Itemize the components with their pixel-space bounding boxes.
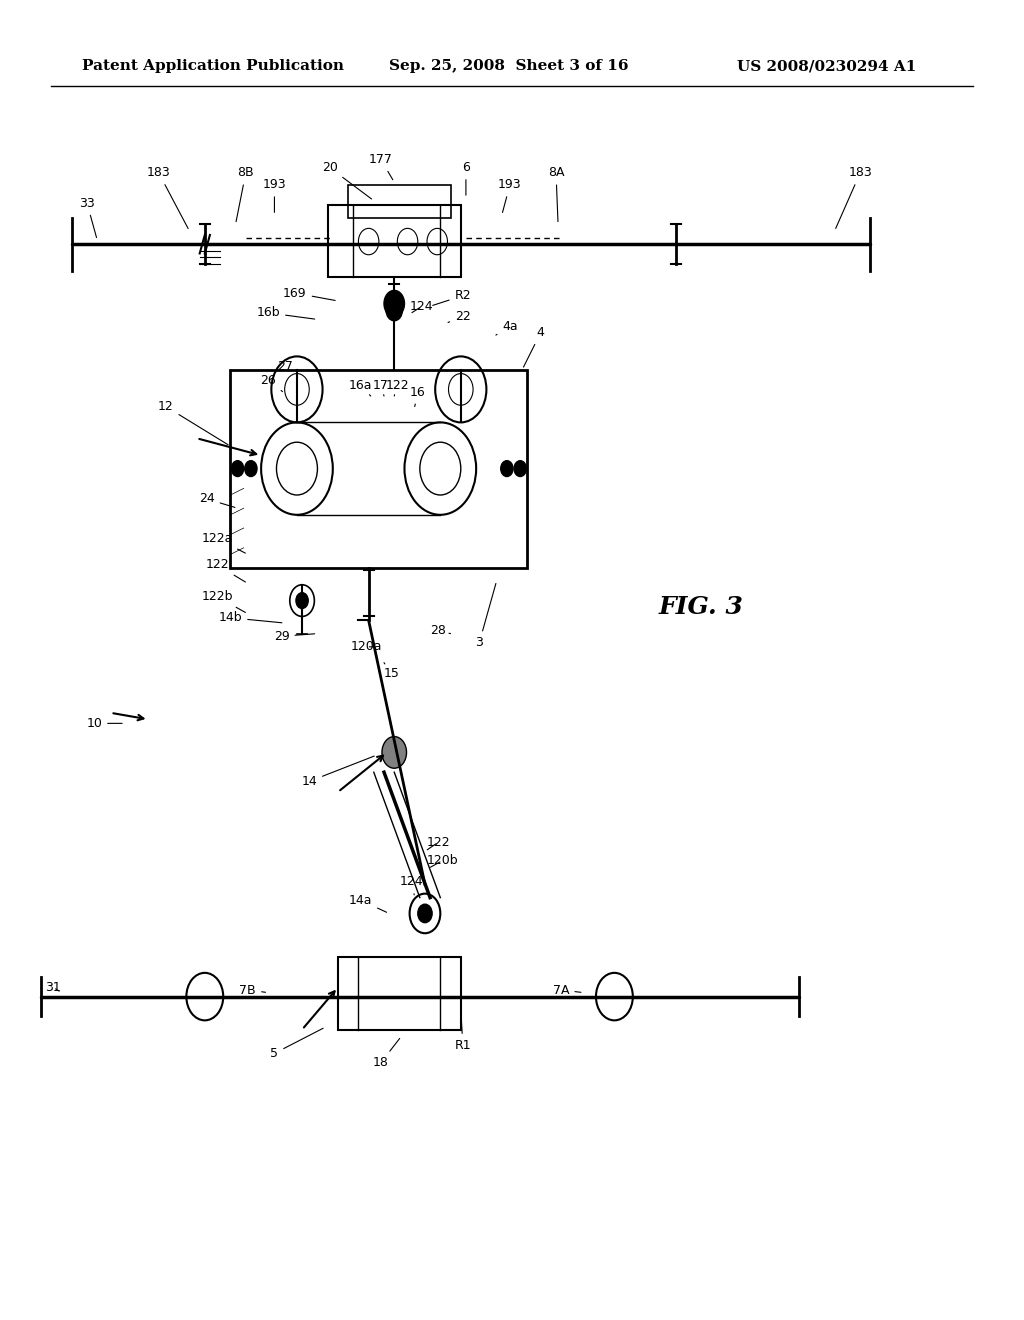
Text: 12: 12 [158,400,228,445]
Text: 14: 14 [301,756,374,788]
Text: FIG. 3: FIG. 3 [659,595,743,619]
Text: 120a: 120a [351,640,382,653]
Circle shape [231,461,244,477]
Text: 122: 122 [385,379,410,396]
Text: Sep. 25, 2008  Sheet 3 of 16: Sep. 25, 2008 Sheet 3 of 16 [389,59,629,74]
Text: 16b: 16b [256,306,314,319]
Text: 4: 4 [523,326,545,367]
Text: 22: 22 [449,310,471,323]
Bar [348,185,451,218]
Bar [230,370,527,568]
Text: 4a: 4a [496,319,518,335]
Text: 14a: 14a [349,894,387,912]
Circle shape [384,290,404,317]
Bar [328,205,461,277]
Text: 183: 183 [836,166,872,228]
Text: 16: 16 [410,385,426,407]
Text: 31: 31 [45,981,61,994]
Text: 27: 27 [276,360,297,379]
Text: 193: 193 [262,178,287,213]
Text: 24: 24 [199,492,234,507]
Text: 18: 18 [373,1039,399,1069]
Text: 193: 193 [498,178,522,213]
Circle shape [514,461,526,477]
Circle shape [296,593,308,609]
Text: R1: R1 [455,1012,471,1052]
Text: 16a: 16a [349,379,372,396]
Text: 7A: 7A [553,983,581,997]
Text: 26: 26 [260,374,283,392]
Text: 10: 10 [86,717,122,730]
Text: R2: R2 [433,289,471,305]
Text: 33: 33 [79,197,96,238]
Text: 120b: 120b [427,854,458,867]
Circle shape [418,904,432,923]
Text: 122a: 122a [202,532,246,553]
Text: 122: 122 [205,558,246,582]
Text: 177: 177 [369,153,393,180]
Text: 124: 124 [399,875,424,895]
Text: 5: 5 [270,1028,324,1060]
Text: 6: 6 [462,161,470,195]
Bar [338,957,461,1030]
Text: Patent Application Publication: Patent Application Publication [82,59,344,74]
Text: 14b: 14b [218,611,282,624]
Circle shape [382,737,407,768]
Text: 183: 183 [146,166,188,228]
Text: US 2008/0230294 A1: US 2008/0230294 A1 [737,59,916,74]
Circle shape [501,461,513,477]
Text: 122b: 122b [202,590,246,612]
Text: 20: 20 [322,161,372,199]
Text: 17: 17 [373,379,389,396]
Text: 15: 15 [383,663,399,680]
Text: 124: 124 [410,300,434,313]
Text: 3: 3 [475,583,496,649]
Text: 29: 29 [273,630,314,643]
Circle shape [245,461,257,477]
Circle shape [386,300,402,321]
Text: 122: 122 [426,836,451,850]
Text: 8A: 8A [548,166,564,222]
Text: 169: 169 [283,286,335,301]
Text: 7B: 7B [240,983,265,997]
Text: 28: 28 [430,624,451,638]
Text: 8B: 8B [237,166,254,222]
